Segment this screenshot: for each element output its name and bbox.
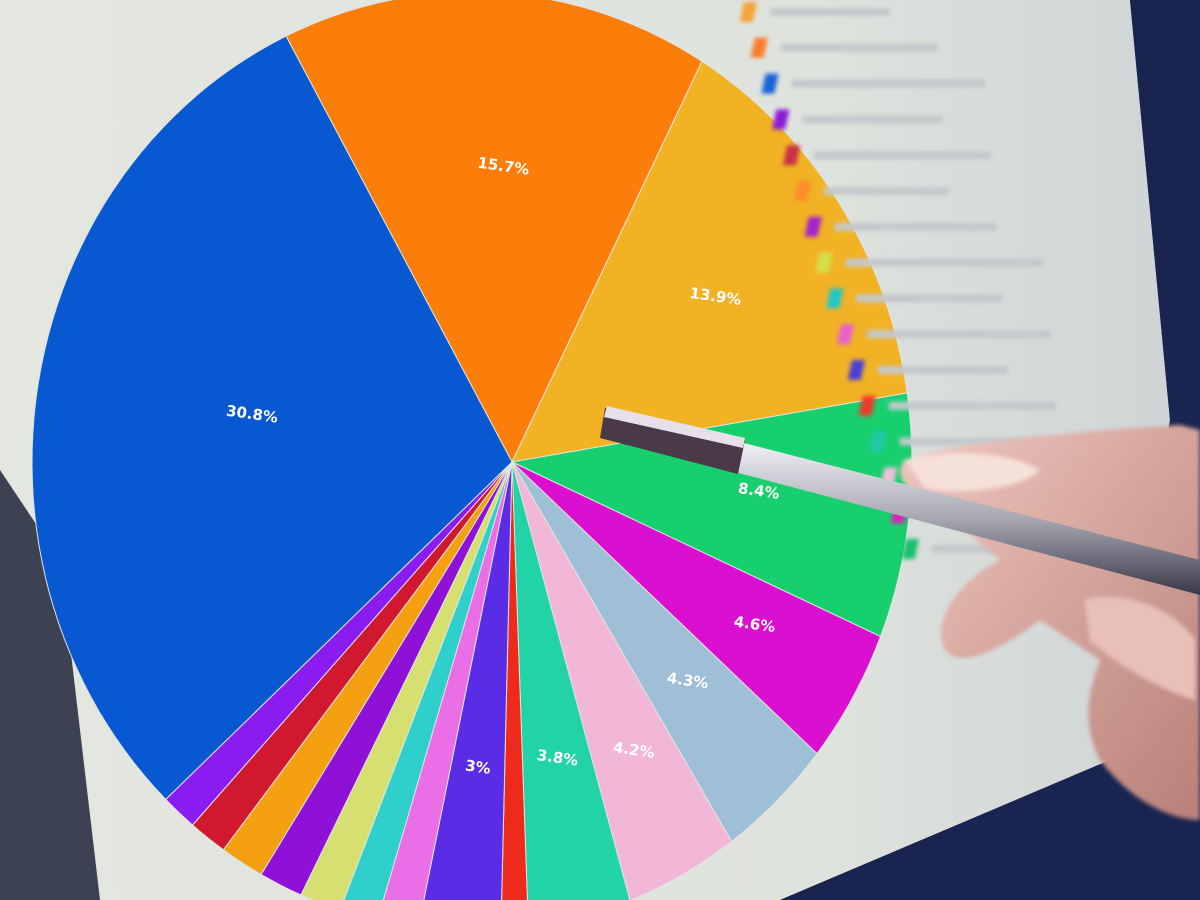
legend-swatch [869,431,887,452]
legend-label-blurred [802,115,944,124]
legend-label-blurred [834,222,997,231]
pie-slice [501,461,528,900]
pie-slice [31,35,513,801]
slice-data-label: 4.6% [733,612,777,636]
legend-swatch [804,216,822,237]
pie-chart: 15.7%13.9%8.4%4.6%4.3%4.2%3.8%3%30.8% [31,0,913,900]
slice-data-label: 4.3% [666,669,710,693]
pie-slice [511,461,818,843]
legend-swatch [782,145,801,166]
screen-bezel [780,0,1200,900]
pie-slice [511,461,733,900]
legend-swatch [793,181,811,201]
pie-slice [285,0,703,464]
slice-data-label: 3.8% [536,746,580,770]
stylus-pen [600,406,1200,595]
pie-slice [511,461,882,755]
legend-label-blurred [780,43,938,52]
slice-data-label: 3% [464,756,492,777]
legend-swatch [826,288,844,309]
legend-swatch [750,37,768,58]
laptop-edge [0,470,100,900]
legend-label-blurred [824,187,949,195]
legend-swatch [772,109,790,130]
legend-swatch [836,324,855,345]
slice-data-label: 4.2% [612,738,656,762]
legend-swatch [847,360,865,380]
legend-swatch [761,73,779,94]
legend-swatch [815,252,833,273]
legend-label-blurred [813,151,992,160]
legend-swatch [739,2,757,22]
legend-swatch [901,539,919,559]
slice-data-label: 8.4% [737,479,781,503]
legend-label-blurred [888,401,1056,410]
legend-label-blurred [770,8,890,16]
legend-label-blurred [878,366,1008,374]
legend-label-blurred [845,258,1045,267]
legend-label-blurred [867,330,1051,339]
legend-swatch [858,395,876,416]
legend-label-blurred [791,79,986,88]
pie-slice [511,461,631,900]
legend-label-blurred [856,294,1003,303]
